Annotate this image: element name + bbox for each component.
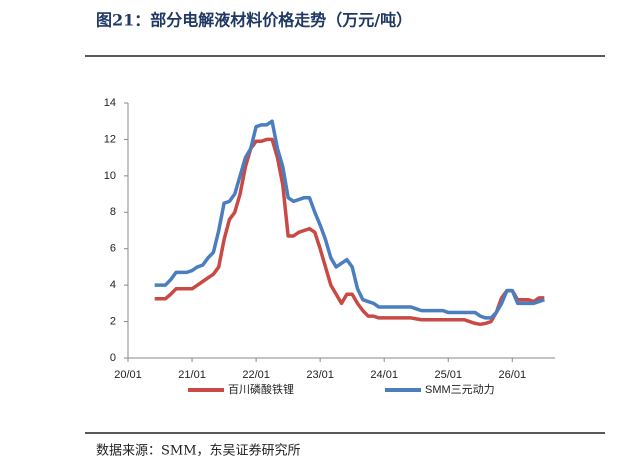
legend-label: 百川磷酸铁锂 [228, 382, 294, 396]
x-tick-label: 21/01 [178, 369, 206, 381]
series-line [154, 137, 545, 327]
y-tick-label: 8 [110, 206, 116, 218]
x-tick-label: 25/01 [434, 369, 462, 381]
y-tick-label: 10 [104, 170, 116, 182]
x-tick-label: 22/01 [242, 369, 270, 381]
source-note: 数据来源：SMM，东吴证券研究所 [96, 443, 301, 459]
y-tick-label: 12 [104, 133, 116, 145]
legend-label: SMM三元动力 [425, 383, 495, 396]
x-tick-label: 20/01 [114, 369, 142, 381]
y-tick-label: 0 [110, 352, 116, 364]
y-tick-label: 6 [110, 243, 116, 255]
y-tick-label: 14 [104, 97, 116, 109]
chart-title: 图21：部分电解液材料价格走势（万元/吨） [96, 11, 412, 30]
x-tick-label: 24/01 [370, 369, 398, 381]
x-tick-label: 26/01 [499, 369, 527, 381]
y-tick-label: 2 [110, 315, 116, 327]
series-line [154, 119, 545, 320]
x-tick-label: 23/01 [306, 369, 334, 381]
y-tick-label: 4 [110, 279, 116, 291]
